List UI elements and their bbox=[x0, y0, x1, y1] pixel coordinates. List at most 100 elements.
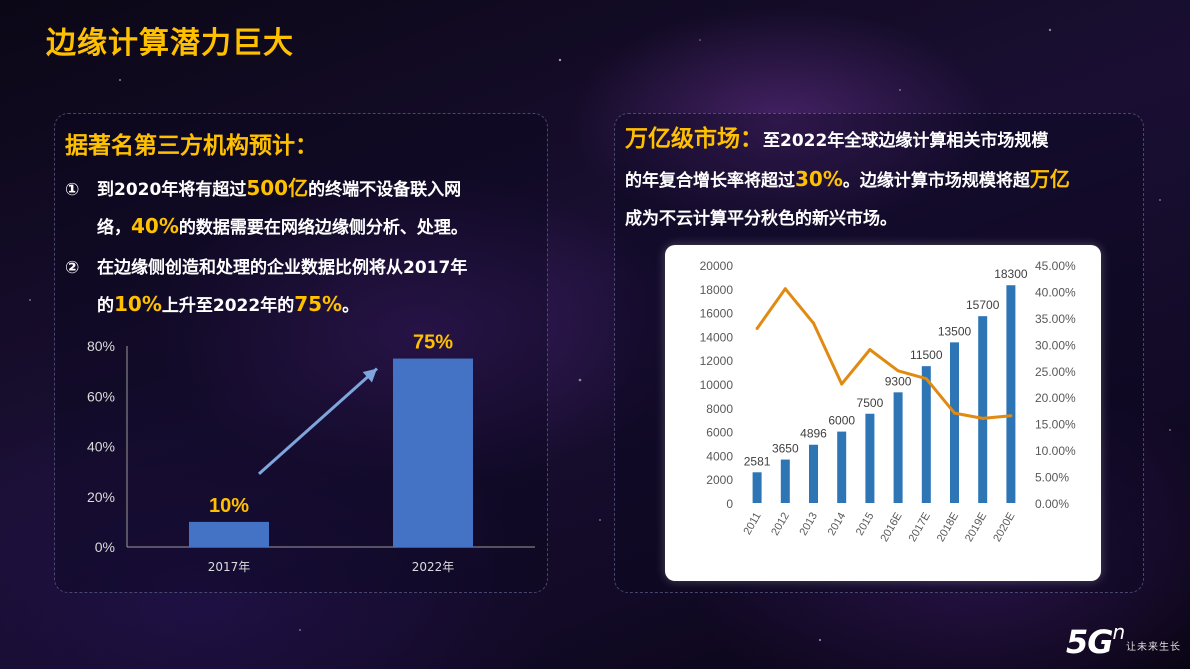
point-text: 络， bbox=[97, 218, 131, 238]
left-axis-tick: 18000 bbox=[700, 283, 734, 297]
left-axis-tick: 2000 bbox=[706, 473, 733, 487]
bar-value-label: 4896 bbox=[800, 427, 827, 441]
right-axis-tick: 10.00% bbox=[1035, 444, 1076, 458]
x-tick-label: 2019E bbox=[963, 511, 989, 545]
point-text: 上升至2022年的 bbox=[161, 296, 295, 316]
left-axis-tick: 4000 bbox=[706, 449, 733, 463]
brand-logo: 5Gn 让未来生长 bbox=[1066, 620, 1180, 661]
right-axis-tick: 15.00% bbox=[1035, 418, 1076, 432]
point-number: ② bbox=[65, 258, 80, 278]
left-axis-tick: 8000 bbox=[706, 402, 733, 416]
left-axis-tick: 12000 bbox=[700, 354, 734, 368]
growth-rate-point bbox=[924, 377, 928, 381]
market-text: 至2022年全球边缘计算相关市场规模 bbox=[763, 131, 1049, 151]
right-axis-tick: 40.00% bbox=[1035, 285, 1076, 299]
growth-rate-line bbox=[755, 287, 1012, 420]
growth-rate-point bbox=[755, 326, 759, 330]
x-tick-label: 2016E bbox=[878, 511, 904, 545]
right-axis-tick: 45.00% bbox=[1035, 259, 1076, 273]
bar-value-label: 13500 bbox=[938, 324, 972, 338]
point-number: ① bbox=[65, 180, 80, 200]
right-axis-tick: 25.00% bbox=[1035, 365, 1076, 379]
trend-arrow-head bbox=[362, 368, 377, 383]
x-tick-label: 2017年 bbox=[208, 560, 251, 574]
highlight-value: 500亿 bbox=[246, 176, 309, 200]
bar bbox=[189, 521, 269, 547]
market-heading: 万亿级市场： bbox=[625, 126, 763, 152]
x-tick-label: 2022年 bbox=[412, 560, 455, 574]
left-axis-tick: 14000 bbox=[700, 330, 734, 344]
bar bbox=[393, 358, 473, 547]
left-axis-tick: 6000 bbox=[706, 426, 733, 440]
point-text: 到2020年将有超过 bbox=[97, 180, 247, 200]
right-axis-tick: 0.00% bbox=[1035, 497, 1069, 511]
y-tick-label: 0% bbox=[95, 539, 115, 555]
logo-superscript: n bbox=[1112, 620, 1126, 644]
bar bbox=[1006, 285, 1016, 503]
market-description: 万亿级市场：至2022年全球边缘计算相关市场规模 的年复合增长率将超过30%。边… bbox=[625, 120, 1140, 238]
y-tick-label: 80% bbox=[87, 338, 115, 354]
x-tick-label: 2017E bbox=[907, 511, 933, 545]
market-text: 成为不云计算平分秋色的新兴市场。 bbox=[625, 209, 897, 229]
market-panel: 万亿级市场：至2022年全球边缘计算相关市场规模 的年复合增长率将超过30%。边… bbox=[614, 113, 1144, 593]
bar bbox=[950, 342, 959, 503]
growth-rate-point bbox=[896, 369, 900, 373]
bar bbox=[780, 459, 790, 503]
forecast-panel: 据著名第三方机构预计： ① 到2020年将有超过500亿的终端不设备联入网 络，4… bbox=[54, 113, 548, 593]
bar-value-label: 6000 bbox=[828, 414, 855, 428]
bar bbox=[752, 472, 762, 503]
growth-rate-point bbox=[868, 348, 872, 352]
right-axis-tick: 30.00% bbox=[1035, 338, 1076, 352]
growth-rate-point bbox=[953, 411, 956, 415]
bar-value-label: 11500 bbox=[910, 348, 943, 362]
bar-value-label: 3650 bbox=[772, 442, 799, 456]
bar bbox=[809, 444, 818, 503]
growth-rate-point bbox=[812, 321, 815, 325]
market-chart-card: 0 2000 4000 6000 8000 10000 12000 14000 16000 180… bbox=[665, 245, 1101, 581]
highlight-value: 10% bbox=[114, 292, 162, 316]
trend-arrow-line bbox=[258, 367, 378, 475]
page-title: 边缘计算潜力巨大 bbox=[46, 26, 294, 61]
forecast-heading: 据著名第三方机构预计： bbox=[65, 133, 318, 159]
point-text: 的数据需要在网络边缘侧分析、处理。 bbox=[178, 218, 468, 238]
logo-text: 5G bbox=[1066, 623, 1114, 661]
growth-rate-point bbox=[1009, 414, 1013, 418]
highlight-value: 30% bbox=[795, 167, 843, 191]
bar bbox=[978, 316, 988, 503]
highlight-value: 75% bbox=[294, 292, 343, 316]
bar bbox=[865, 413, 875, 503]
x-tick-label: 2015 bbox=[854, 511, 877, 538]
y-tick-label: 20% bbox=[87, 489, 115, 505]
left-axis-tick: 20000 bbox=[700, 259, 734, 273]
bar-value-label: 9300 bbox=[885, 374, 912, 388]
bar bbox=[837, 431, 847, 503]
edge-data-share-chart: 0% 20% 40% 60% 80% 2017年 10% 2022年 75% bbox=[87, 334, 535, 574]
growth-rate-point bbox=[981, 416, 985, 420]
growth-rate-point bbox=[840, 382, 844, 386]
point-text: 的 bbox=[97, 296, 114, 316]
x-tick-label: 2011 bbox=[741, 511, 763, 537]
x-tick-label: 2014 bbox=[826, 511, 849, 538]
right-axis-tick: 5.00% bbox=[1035, 471, 1069, 485]
bar-value-label: 15700 bbox=[966, 298, 1000, 312]
bar bbox=[893, 392, 903, 503]
forecast-point-1: ① 到2020年将有超过500亿的终端不设备联入网 络，40%的数据需要在网络边缘… bbox=[65, 170, 535, 246]
bar bbox=[921, 366, 931, 503]
market-text: 。边缘计算市场规模将超 bbox=[842, 171, 1030, 191]
left-axis-tick: 16000 bbox=[700, 307, 734, 321]
right-axis-tick: 20.00% bbox=[1035, 391, 1076, 405]
bar-value-label: 2581 bbox=[744, 454, 771, 468]
bar-value-label: 10% bbox=[209, 495, 249, 517]
x-tick-label: 2020E bbox=[991, 511, 1017, 545]
y-tick-label: 60% bbox=[87, 388, 115, 404]
point-text: 的终端不设备联入网 bbox=[308, 180, 462, 200]
left-axis-tick: 0 bbox=[726, 497, 733, 511]
bar-value-label: 18300 bbox=[994, 267, 1028, 281]
market-size-chart: 0 2000 4000 6000 8000 10000 12000 14000 16000 180… bbox=[700, 259, 1076, 545]
highlight-value: 40% bbox=[131, 214, 179, 238]
growth-rate-point bbox=[783, 287, 787, 291]
x-tick-label: 2012 bbox=[769, 511, 792, 538]
forecast-point-2: ② 在边缘侧创造和处理的企业数据比例将从2017年 的10%上升至2022年的75… bbox=[65, 250, 535, 324]
logo-tagline: 让未来生长 bbox=[1126, 642, 1181, 653]
x-tick-label: 2013 bbox=[797, 511, 820, 538]
